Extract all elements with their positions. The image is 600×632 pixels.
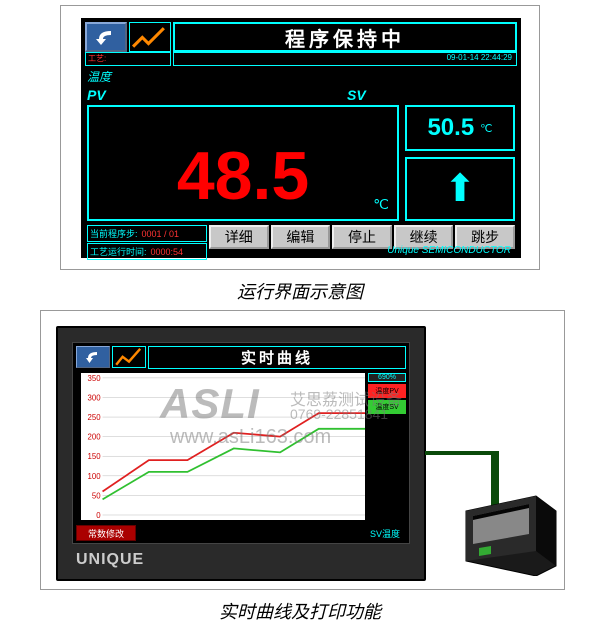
legend-green: 温度SV bbox=[368, 400, 406, 414]
back-button[interactable] bbox=[85, 22, 127, 52]
curve-button-2[interactable] bbox=[112, 346, 146, 368]
svg-text:150: 150 bbox=[88, 452, 102, 461]
caption2: 实时曲线及打印功能 bbox=[0, 598, 600, 624]
panel2-frame: 实时曲线 350 300 250 200 bbox=[40, 310, 565, 590]
detail-button[interactable]: 详细 bbox=[209, 225, 269, 249]
svg-text:250: 250 bbox=[88, 413, 102, 422]
sv-value: 50.5 bbox=[427, 114, 474, 142]
caption1: 运行界面示意图 bbox=[60, 278, 540, 304]
sv-unit: ℃ bbox=[480, 122, 492, 135]
hmi2-bezel: 实时曲线 350 300 250 200 bbox=[56, 326, 426, 581]
hmi2-screen: 实时曲线 350 300 250 200 bbox=[72, 342, 410, 544]
sv-temp-label: SV温度 bbox=[138, 525, 406, 541]
status-runtime: 工艺运行时间: 0000:54 bbox=[87, 243, 207, 260]
svg-text:0: 0 bbox=[96, 511, 101, 520]
hmi-brand: UNIQUE bbox=[76, 551, 144, 569]
svg-text:300: 300 bbox=[88, 393, 102, 402]
panel2-title: 实时曲线 bbox=[148, 346, 406, 369]
panel1-title: 程序保持中 bbox=[173, 22, 517, 52]
pv-unit: ℃ bbox=[373, 196, 389, 213]
panel1-frame: 程序保持中 工艺: 09-01-14 22:44:29 温度 PV SV 48.… bbox=[60, 5, 540, 270]
svg-text:350: 350 bbox=[88, 374, 102, 383]
sv-display: 50.5 ℃ bbox=[405, 105, 515, 151]
curve-button[interactable] bbox=[129, 22, 171, 52]
edit-button[interactable]: 编辑 bbox=[271, 225, 331, 249]
sv-label: SV bbox=[347, 87, 366, 103]
brand-label: Unique SEMICONDUCTOR bbox=[387, 245, 511, 256]
trend-arrow-box: ⬆ bbox=[405, 157, 515, 221]
up-arrow-icon: ⬆ bbox=[444, 170, 476, 208]
temp-label: 温度 bbox=[87, 68, 127, 85]
hmi1-screen: 程序保持中 工艺: 09-01-14 22:44:29 温度 PV SV 48.… bbox=[81, 18, 521, 258]
legend-header: 690% bbox=[368, 373, 406, 382]
legend: 690% 温度PV 温度SV bbox=[368, 373, 406, 414]
process-label: 工艺: bbox=[85, 52, 171, 66]
realtime-chart: 350 300 250 200 150 100 50 0 bbox=[81, 373, 365, 520]
svg-text:200: 200 bbox=[88, 433, 102, 442]
svg-text:100: 100 bbox=[88, 472, 102, 481]
pv-label: PV bbox=[87, 87, 347, 103]
printer-icon bbox=[461, 486, 561, 576]
back-button-2[interactable] bbox=[76, 346, 110, 368]
svg-text:50: 50 bbox=[92, 491, 101, 500]
const-edit-button[interactable]: 常数修改 bbox=[76, 525, 136, 541]
legend-red: 温度PV bbox=[368, 384, 406, 398]
timestamp: 09-01-14 22:44:29 bbox=[173, 52, 517, 66]
status-step: 当前程序步: 0001 / 01 bbox=[87, 225, 207, 242]
stop-button[interactable]: 停止 bbox=[332, 225, 392, 249]
pv-value: 48.5 bbox=[177, 137, 309, 215]
pv-display: 48.5 ℃ bbox=[87, 105, 399, 221]
